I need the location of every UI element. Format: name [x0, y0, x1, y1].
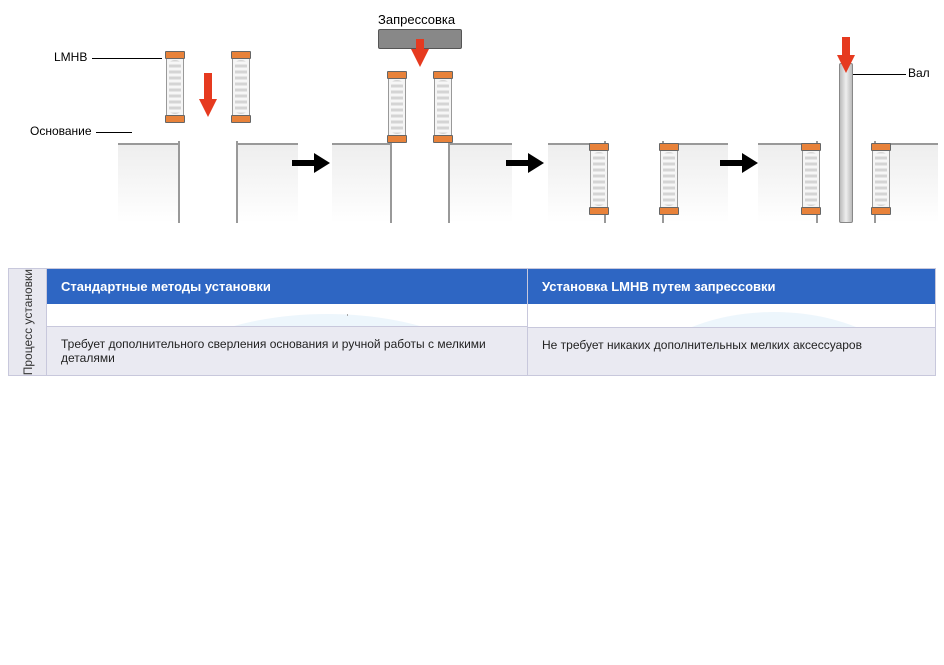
method-comparison-table: Процесс установки Стандартные методы уст… [8, 268, 936, 376]
label-shaft: Вал [908, 66, 930, 80]
label-base: Основание [30, 124, 92, 138]
row-label-text: Процесс установки [21, 269, 35, 375]
column-body: Закрепление с помощью стопорного кольца … [47, 304, 527, 326]
arrow-to-stage-3 [528, 153, 544, 173]
stage-3 [548, 93, 728, 223]
label-line [850, 74, 906, 75]
arrow-to-stage-2 [314, 153, 330, 173]
row-label-cell: Процесс установки [9, 269, 47, 375]
column-header: Установка LMHB путем запрессовки [528, 269, 935, 304]
label-lmhb: LMHB [54, 50, 87, 64]
stage-2 [332, 93, 512, 223]
column-header: Стандартные методы установки [47, 269, 527, 304]
label-line [92, 58, 162, 59]
column-lmhb-press: Установка LMHB путем запрессовки Закрепл… [527, 269, 935, 375]
label-press: Запрессовка [378, 12, 455, 27]
arrow-to-stage-4 [742, 153, 758, 173]
installation-sequence-diagram: LMHB Основание Запрессовка Вал [8, 8, 936, 248]
column-body: Закрепление с помощью пресса [528, 304, 935, 327]
stage-1 [118, 93, 298, 223]
stage-4 [758, 93, 938, 223]
column-standard-methods: Стандартные методы установки Закрепление… [47, 269, 527, 375]
speech-bubble [624, 312, 924, 327]
speech-bubble [147, 314, 507, 326]
column-footer: Требует дополнительного сверления основа… [47, 326, 527, 375]
method-divider [347, 314, 348, 316]
column-footer: Не требует никаких дополнительных мелких… [528, 327, 935, 375]
